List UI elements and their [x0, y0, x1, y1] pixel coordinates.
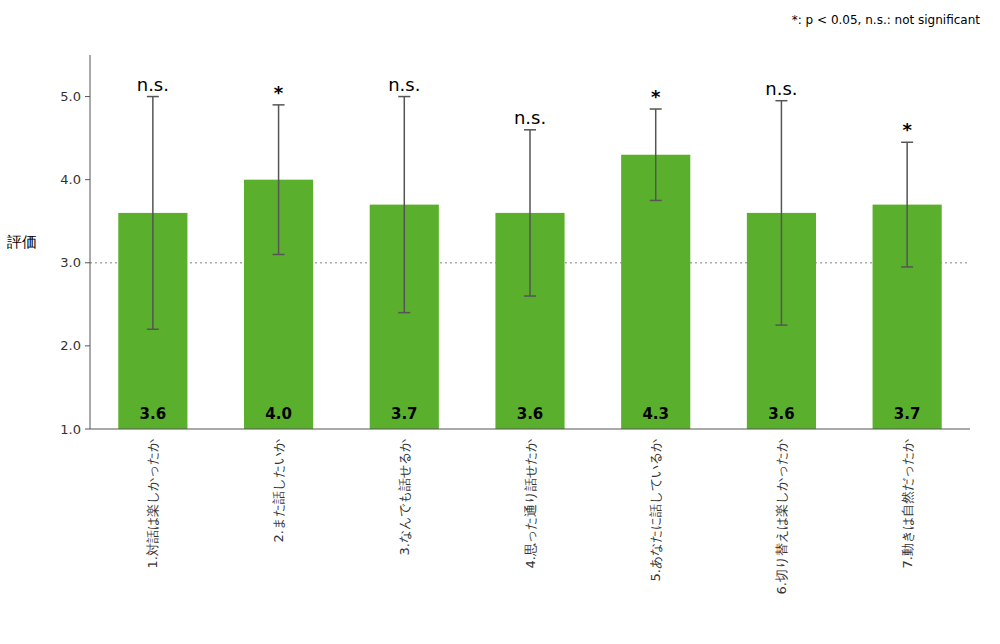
error-bar-cap: [398, 96, 410, 98]
error-bar-cap: [273, 104, 285, 106]
significance-label: *: [274, 82, 284, 103]
value-label: 3.6: [140, 405, 167, 423]
error-bar: [650, 109, 662, 200]
significance-label: *: [902, 119, 912, 140]
value-label: 3.6: [768, 405, 795, 423]
error-bar-cap: [524, 129, 536, 131]
x-tick-label: 2.また話したいか: [271, 439, 286, 542]
error-bar-cap: [147, 96, 159, 98]
x-axis-line: [90, 429, 970, 430]
x-tick-label: 5.あなたに話しているか: [648, 439, 663, 581]
y-tick-label: 1.0: [60, 422, 81, 437]
error-bar-stem: [781, 101, 783, 325]
error-bar-cap: [273, 254, 285, 256]
y-tick: [85, 345, 90, 346]
error-bar-cap: [901, 142, 913, 144]
error-bar-cap: [775, 100, 787, 102]
value-label: 4.0: [265, 405, 292, 423]
chart: 1.0 2.0 3.0 4.0 5.0 評価 1.対話は楽しかったか 2.また話したいか 3.な…: [0, 0, 1000, 644]
error-bar-cap: [524, 295, 536, 297]
significance-label: n.s.: [514, 107, 546, 128]
y-tick-label: 5.0: [60, 89, 81, 104]
annotation: *: p < 0.05, n.s.: not significant: [792, 13, 981, 27]
x-tick-label: 3.なんでも話せるか: [397, 439, 412, 555]
error-bar-stem: [278, 105, 280, 255]
y-tick-label: 3.0: [60, 255, 81, 270]
value-label: 4.3: [642, 405, 669, 423]
plot-area: [90, 97, 970, 429]
error-bar: [524, 130, 536, 296]
x-tick-label: 1.対話は楽しかったか: [145, 439, 160, 568]
y-axis-label: 評価: [7, 233, 37, 251]
significance-label: *: [651, 86, 661, 107]
error-bar: [273, 105, 285, 255]
x-tick-label: 6.切り替えは楽しかったか: [774, 439, 789, 594]
error-bar-stem: [152, 97, 154, 330]
x-tick-label: 4.思った通り話せたか: [523, 439, 538, 568]
value-label: 3.7: [894, 405, 921, 423]
x-tick-label: 7.動きは自然だったか: [900, 439, 915, 568]
value-label: 3.6: [517, 405, 544, 423]
y-axis-line: [90, 55, 91, 429]
error-bar-stem: [906, 142, 908, 267]
y-tick: [85, 429, 90, 430]
value-label: 3.7: [391, 405, 418, 423]
y-tick-label: 4.0: [60, 172, 81, 187]
error-bar-cap: [901, 266, 913, 268]
error-bar-stem: [404, 97, 406, 313]
error-bar-cap: [147, 329, 159, 331]
error-bar-cap: [398, 312, 410, 314]
significance-label: n.s.: [388, 74, 420, 95]
error-bar: [398, 97, 410, 313]
y-tick: [85, 96, 90, 97]
significance-label: n.s.: [765, 78, 797, 99]
error-bar-cap: [650, 200, 662, 202]
y-tick: [85, 262, 90, 263]
error-bar: [901, 142, 913, 267]
error-bar-cap: [650, 108, 662, 110]
error-bar-stem: [655, 109, 657, 200]
y-tick-label: 2.0: [60, 338, 81, 353]
error-bar: [147, 97, 159, 330]
error-bar-cap: [775, 324, 787, 326]
error-bar: [775, 101, 787, 325]
significance-label: n.s.: [137, 74, 169, 95]
error-bar-stem: [529, 130, 531, 296]
y-tick: [85, 179, 90, 180]
